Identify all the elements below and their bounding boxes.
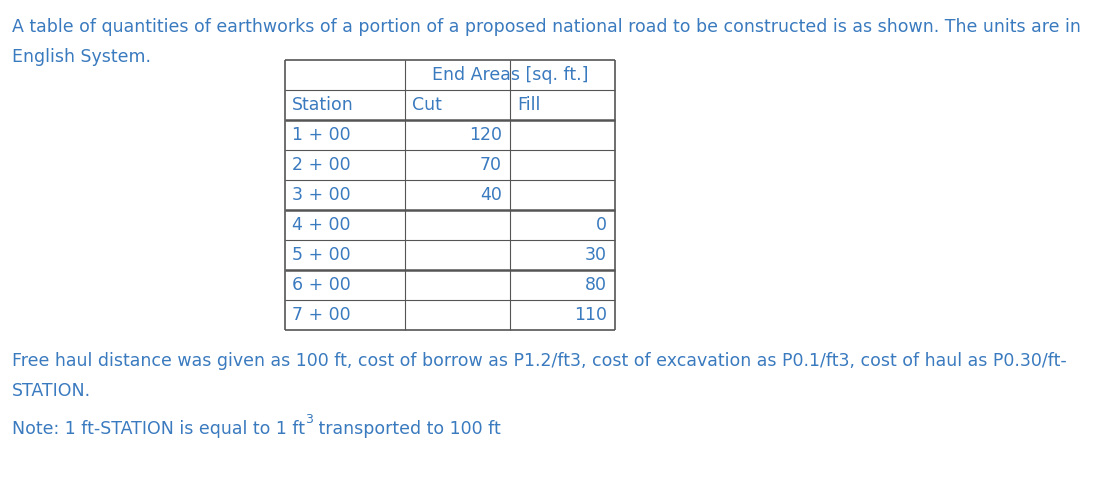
Text: transported to 100 ft: transported to 100 ft [313,420,501,438]
Text: 7 + 00: 7 + 00 [292,306,350,324]
Text: 4 + 00: 4 + 00 [292,216,350,234]
Text: 6 + 00: 6 + 00 [292,276,350,294]
Text: 2 + 00: 2 + 00 [292,156,350,174]
Text: 3 + 00: 3 + 00 [292,186,350,204]
Text: Cut: Cut [412,96,441,114]
Text: 3: 3 [305,413,313,426]
Text: 30: 30 [585,246,607,264]
Text: 70: 70 [480,156,502,174]
Text: 1 + 00: 1 + 00 [292,126,350,144]
Text: STATION.: STATION. [12,382,91,400]
Text: 5 + 00: 5 + 00 [292,246,350,264]
Text: End Areas [sq. ft.]: End Areas [sq. ft.] [432,66,589,84]
Text: 120: 120 [469,126,502,144]
Text: Note: 1 ft-STATION is equal to 1 ft: Note: 1 ft-STATION is equal to 1 ft [12,420,305,438]
Text: Free haul distance was given as 100 ft, cost of borrow as P1.2/ft3, cost of exca: Free haul distance was given as 100 ft, … [12,352,1067,370]
Text: Fill: Fill [517,96,540,114]
Text: 110: 110 [574,306,607,324]
Text: 40: 40 [480,186,502,204]
Text: 80: 80 [585,276,607,294]
Text: A table of quantities of earthworks of a portion of a proposed national road to : A table of quantities of earthworks of a… [12,18,1080,36]
Text: English System.: English System. [12,48,152,66]
Text: 0: 0 [596,216,607,234]
Text: Station: Station [292,96,354,114]
